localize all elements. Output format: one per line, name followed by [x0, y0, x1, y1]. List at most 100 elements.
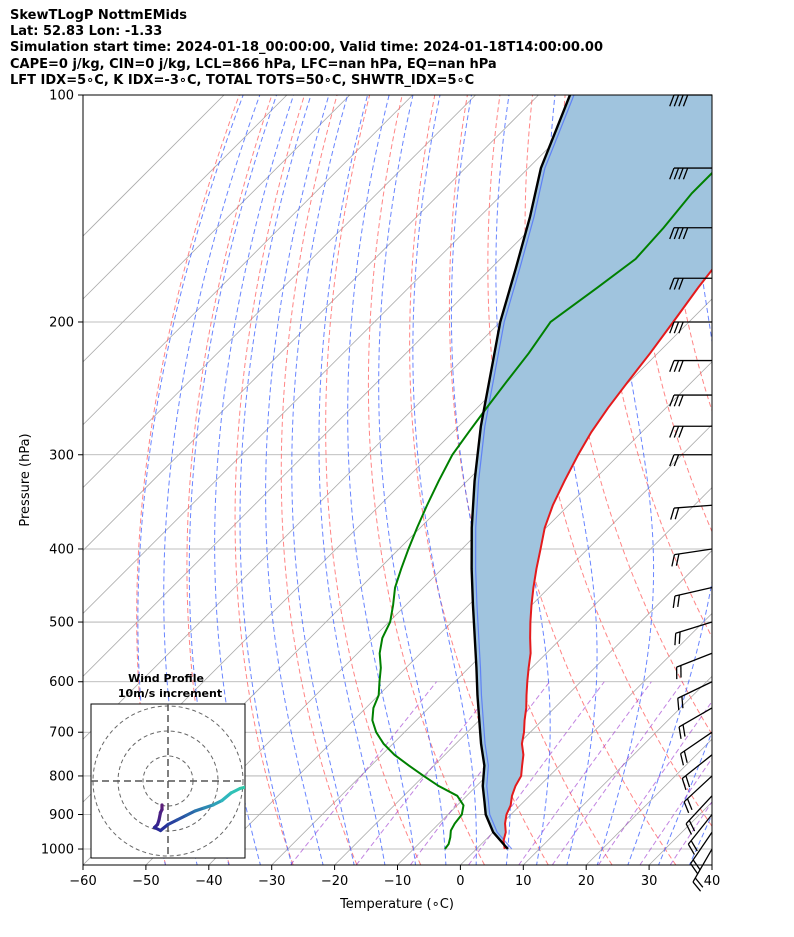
barb-flag	[677, 698, 680, 711]
barb-flag	[678, 321, 684, 334]
station-coords: Lat: 52.83 Lon: -1.33	[10, 24, 163, 40]
wind-barb	[679, 731, 713, 766]
barb-shaft	[678, 707, 713, 728]
isotherm-line	[334, 487, 712, 865]
x-tick-label: 40	[704, 874, 721, 889]
isotherm-line	[83, 95, 602, 614]
wind-barb	[681, 754, 713, 791]
x-tick-label: 30	[641, 874, 658, 889]
y-tick-label: 300	[49, 448, 74, 463]
barb-shaft	[681, 754, 713, 780]
barb-flag	[683, 801, 690, 814]
hodograph-segment	[184, 809, 197, 818]
dry-adiabat	[761, 95, 794, 865]
x-tick-label: −60	[69, 874, 96, 889]
y-tick-label: 900	[49, 808, 74, 823]
barb-flag	[682, 227, 689, 240]
y-tick-label: 600	[49, 675, 74, 690]
y-tick-label: 400	[49, 542, 74, 557]
barb-flag	[669, 278, 675, 290]
barb-flag	[678, 426, 684, 438]
stability-indices-2: LFT IDX=5∘C, K IDX=-3∘C, TOTAL TOTS=50∘C…	[10, 72, 475, 88]
barb-flag	[683, 750, 688, 763]
barb-flag	[678, 227, 684, 240]
hodograph-segment	[211, 798, 224, 807]
x-tick-label: −40	[195, 874, 222, 889]
barb-flag	[673, 394, 680, 407]
hodograph-segment	[220, 791, 233, 803]
dry-adiabat	[409, 95, 549, 865]
y-axis-label: Pressure (hPa)	[18, 433, 33, 526]
inset-title: Wind Profile	[128, 672, 204, 685]
x-tick-label: −30	[258, 874, 285, 889]
barb-flag	[673, 454, 680, 467]
barb-flag	[672, 595, 676, 608]
moist-adiabat	[214, 95, 295, 865]
dry-adiabat	[325, 95, 422, 865]
mixing-ratio-line	[551, 681, 684, 865]
barb-flag	[674, 507, 680, 520]
isotherm-line	[775, 95, 794, 865]
isotherm-line	[83, 95, 539, 552]
x-tick-label: −10	[384, 874, 411, 889]
moist-adiabat	[378, 95, 447, 865]
wind-barb	[678, 707, 713, 739]
barb-shaft	[674, 504, 713, 509]
wind-barb	[669, 321, 712, 334]
barb-flag	[681, 778, 687, 791]
moist-adiabat	[318, 95, 386, 865]
moist-adiabat	[163, 95, 261, 865]
wind-barb	[669, 277, 712, 290]
chart-title: SkewTLogP NottmEMids	[10, 8, 188, 23]
barb-flag	[678, 94, 684, 107]
barb-flag	[678, 726, 682, 739]
moist-adiabat	[596, 95, 655, 865]
wind-barb	[669, 167, 712, 180]
cin-shading	[471, 95, 712, 850]
wind-barb	[687, 814, 713, 855]
barb-flag	[687, 843, 695, 855]
x-tick-label: 10	[515, 874, 532, 889]
barb-flag	[681, 696, 684, 709]
barb-flag	[673, 167, 680, 180]
y-tick-label: 500	[49, 616, 74, 631]
temperature-profile-line	[502, 268, 712, 850]
wind-barb	[669, 425, 712, 438]
barb-shaft	[674, 586, 713, 597]
mixing-ratio-line	[290, 681, 437, 865]
barb-flag	[678, 360, 684, 373]
barb-flag	[677, 594, 681, 607]
barb-flag	[673, 360, 680, 373]
barb-flag	[669, 454, 675, 467]
barb-shaft	[687, 814, 713, 845]
moist-adiabat	[239, 95, 312, 865]
moist-adiabat	[265, 95, 330, 865]
axes: −60 −50 −40 −30 −20 −10 0 10 20 30 40 100 200 300 400 5…	[41, 89, 720, 890]
profile-lines	[371, 95, 712, 850]
hodograph-segment	[238, 785, 245, 791]
mixing-ratio-line	[355, 681, 500, 865]
moist-adiabat	[188, 95, 278, 865]
parcel-guide-line	[475, 95, 575, 850]
wind-barb	[685, 795, 713, 835]
barb-flag	[678, 167, 684, 180]
hodograph-segment	[175, 813, 188, 822]
barb-flag	[669, 360, 675, 373]
isotherm-line	[83, 95, 413, 426]
moist-adiabat	[347, 95, 416, 865]
isotherm-line	[711, 864, 712, 865]
hodograph-segment	[166, 818, 179, 827]
dry-adiabat	[280, 95, 358, 865]
y-tick-label: 200	[49, 315, 74, 330]
barb-flag	[694, 877, 704, 888]
dry-adiabat	[629, 95, 712, 533]
wind-barb	[670, 504, 713, 520]
isotherm-line	[397, 549, 712, 865]
barb-flag	[671, 554, 676, 567]
moist-adiabat	[412, 95, 477, 865]
x-tick-label: 20	[578, 874, 595, 889]
barb-flag	[678, 278, 684, 290]
barb-flag	[673, 426, 680, 438]
barb-flag	[685, 775, 691, 788]
